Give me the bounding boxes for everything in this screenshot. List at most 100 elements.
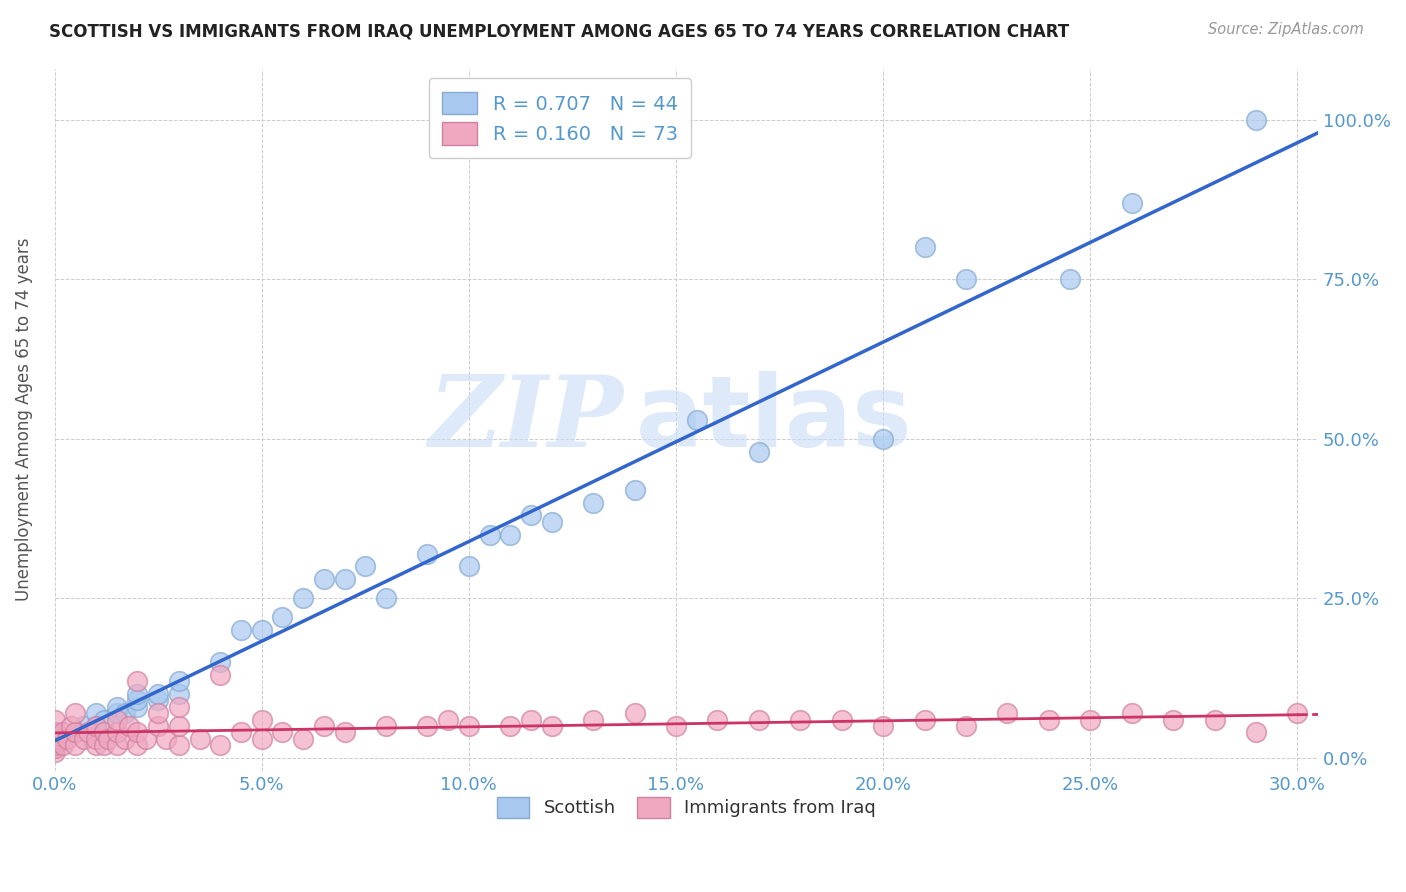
Point — [1286, 706, 1309, 721]
Point — [250, 731, 273, 746]
Point — [872, 719, 894, 733]
Point — [955, 719, 977, 733]
Point — [499, 719, 522, 733]
Text: Source: ZipAtlas.com: Source: ZipAtlas.com — [1208, 22, 1364, 37]
Point — [250, 713, 273, 727]
Point — [84, 719, 107, 733]
Point — [375, 719, 398, 733]
Point — [333, 725, 356, 739]
Y-axis label: Unemployment Among Ages 65 to 74 years: Unemployment Among Ages 65 to 74 years — [15, 238, 32, 601]
Point — [127, 674, 149, 689]
Point — [114, 731, 136, 746]
Point — [789, 713, 811, 727]
Point — [1244, 725, 1267, 739]
Point — [167, 719, 190, 733]
Point — [333, 572, 356, 586]
Point — [1121, 706, 1143, 721]
Point — [478, 527, 501, 541]
Point — [84, 731, 107, 746]
Point — [1121, 195, 1143, 210]
Point — [1161, 713, 1184, 727]
Point — [1038, 713, 1060, 727]
Point — [665, 719, 688, 733]
Point — [1078, 713, 1101, 727]
Point — [167, 699, 190, 714]
Point — [44, 745, 66, 759]
Point — [60, 719, 83, 733]
Point — [540, 719, 562, 733]
Point — [540, 515, 562, 529]
Point — [499, 527, 522, 541]
Point — [44, 735, 66, 749]
Point — [457, 559, 479, 574]
Point — [155, 731, 177, 746]
Legend: Scottish, Immigrants from Iraq: Scottish, Immigrants from Iraq — [489, 789, 883, 825]
Point — [914, 240, 936, 254]
Point — [93, 738, 115, 752]
Point — [44, 731, 66, 746]
Point — [623, 706, 645, 721]
Point — [997, 706, 1019, 721]
Point — [354, 559, 377, 574]
Point — [44, 731, 66, 746]
Point — [582, 495, 605, 509]
Point — [312, 719, 335, 733]
Text: ZIP: ZIP — [429, 371, 623, 468]
Point — [84, 719, 107, 733]
Text: SCOTTISH VS IMMIGRANTS FROM IRAQ UNEMPLOYMENT AMONG AGES 65 TO 74 YEARS CORRELAT: SCOTTISH VS IMMIGRANTS FROM IRAQ UNEMPLO… — [49, 22, 1070, 40]
Point — [831, 713, 853, 727]
Point — [72, 719, 94, 733]
Point — [1204, 713, 1226, 727]
Point — [582, 713, 605, 727]
Point — [44, 729, 66, 743]
Point — [229, 624, 252, 638]
Point — [1059, 272, 1081, 286]
Point — [146, 693, 169, 707]
Point — [146, 687, 169, 701]
Point — [44, 725, 66, 739]
Point — [65, 738, 87, 752]
Point — [52, 731, 75, 746]
Point — [748, 444, 770, 458]
Point — [437, 713, 460, 727]
Point — [93, 713, 115, 727]
Point — [52, 725, 75, 739]
Point — [105, 699, 128, 714]
Point — [250, 624, 273, 638]
Point — [105, 706, 128, 721]
Point — [375, 591, 398, 606]
Point — [135, 731, 157, 746]
Point — [114, 706, 136, 721]
Point — [748, 713, 770, 727]
Point — [416, 719, 439, 733]
Point — [127, 693, 149, 707]
Point — [52, 738, 75, 752]
Point — [44, 725, 66, 739]
Point — [105, 725, 128, 739]
Point — [167, 687, 190, 701]
Point — [416, 547, 439, 561]
Point — [955, 272, 977, 286]
Point — [623, 483, 645, 497]
Point — [209, 655, 232, 669]
Point — [65, 725, 87, 739]
Point — [520, 508, 543, 523]
Point — [914, 713, 936, 727]
Point — [56, 731, 79, 746]
Point — [127, 687, 149, 701]
Point — [84, 706, 107, 721]
Point — [65, 725, 87, 739]
Point — [167, 674, 190, 689]
Point — [44, 738, 66, 752]
Point — [76, 725, 98, 739]
Point — [292, 591, 315, 606]
Text: atlas: atlas — [636, 371, 912, 468]
Point — [105, 738, 128, 752]
Point — [520, 713, 543, 727]
Point — [292, 731, 315, 746]
Point — [127, 725, 149, 739]
Point — [167, 738, 190, 752]
Point — [271, 610, 294, 624]
Point — [93, 725, 115, 739]
Point — [65, 706, 87, 721]
